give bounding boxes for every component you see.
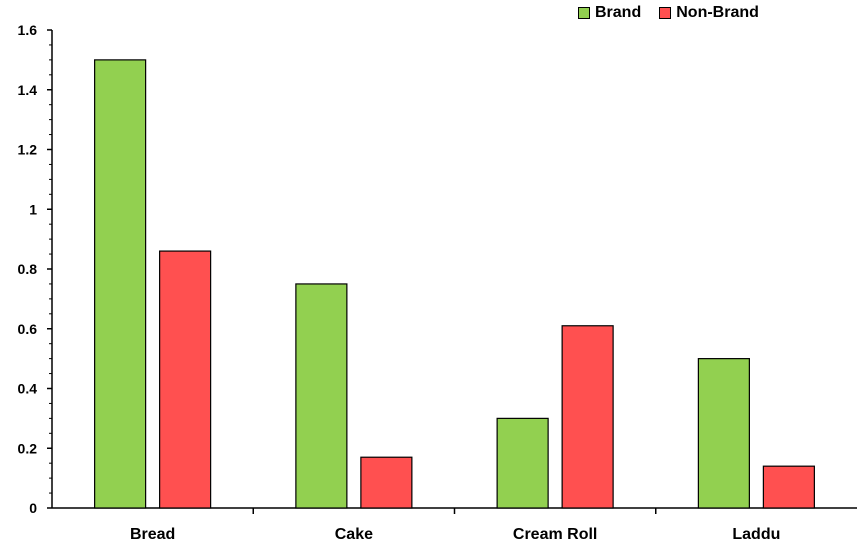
y-tick-label: 0.8 [18,261,38,277]
legend-swatch-brand [578,7,590,19]
bar-brand-cake [295,283,348,509]
y-tick-label: 1.2 [18,142,38,158]
x-tick-label: Cream Roll [513,526,597,543]
y-tick-label: 0.4 [18,381,38,397]
bar-brand-bread [94,59,147,509]
bar-non-brand-cake [360,456,413,509]
y-tick-label: 0 [29,500,37,516]
labels: 0 0.2 0.4 0.6 0.8 1 1.2 1.4 1.6 Bread Cake Cream Ro… [18,22,781,543]
legend-item-non-brand: Non-Brand [659,4,759,22]
y-tick-label: 1.4 [18,82,38,98]
legend-swatch-non-brand [659,7,672,19]
legend-label-non-brand: Non-Brand [676,4,759,21]
legend-label-brand: Brand [595,4,642,21]
legend-item-brand: Brand [578,4,641,22]
legend: Brand Non-Brand [578,4,759,22]
y-tick-label: 0.2 [18,440,38,456]
bar-non-brand-bread [159,250,212,509]
bar-non-brand-cream-roll [561,325,614,509]
x-tick-label: Bread [130,526,175,543]
bar-non-brand-laddu [762,465,815,509]
y-tick-label: 0.6 [18,321,38,337]
x-tick-label: Cake [335,526,373,543]
bars [94,59,815,509]
y-tick-label: 1 [29,201,37,217]
y-tick-label: 1.6 [18,22,38,38]
bar-brand-cream-roll [496,417,549,509]
bar-brand-laddu [697,358,750,509]
x-tick-label: Laddu [732,526,780,543]
